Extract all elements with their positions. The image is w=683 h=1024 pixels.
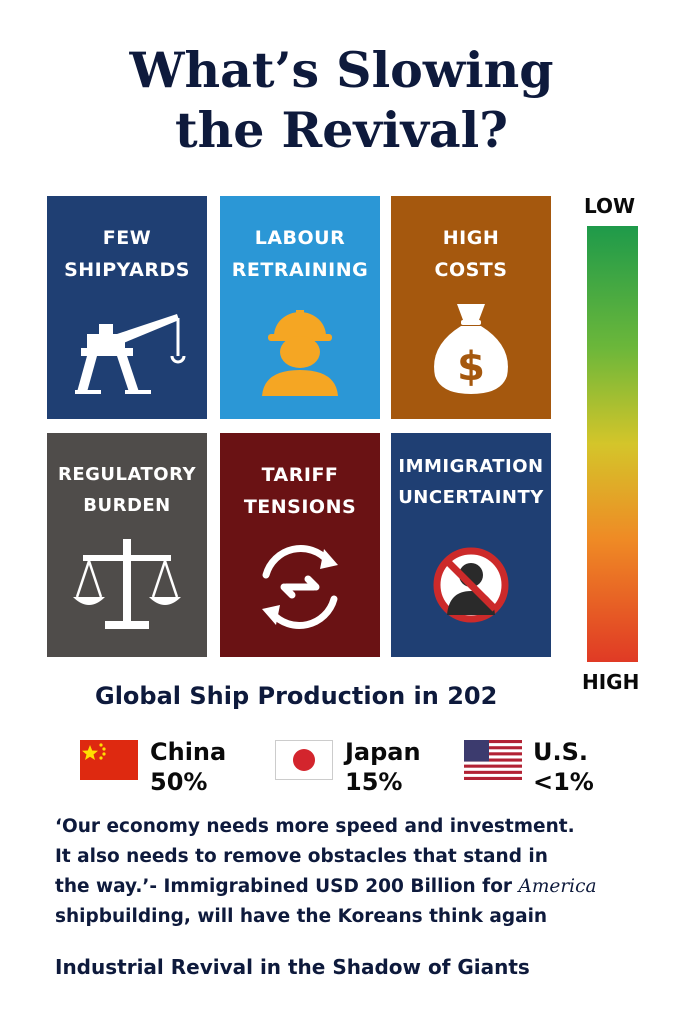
tile-label-line2: BURDEN — [83, 495, 171, 516]
worker-icon — [262, 310, 338, 396]
country-japan: Japan 15% — [345, 737, 421, 797]
production-heading: Global Ship Production in 202 — [95, 682, 498, 710]
country-share: 50% — [150, 768, 208, 796]
tile-high-costs: HIGH COSTS $ — [391, 196, 551, 419]
tile-label-line1: REGULATORY — [57, 464, 197, 485]
tile-regulatory-burden: REGULATORY BURDEN — [47, 433, 207, 657]
tile-few-shipyards: FEW SHIPYARDS — [47, 196, 207, 419]
severity-gradient-bar — [587, 226, 638, 662]
tile-immigration-uncertainty: IMMIGRATION UNCERTAINTY — [391, 433, 551, 657]
title-line-1: What’s Slowing — [129, 41, 554, 99]
page-title: What’s Slowing the Revival? — [0, 40, 683, 160]
country-share: 15% — [345, 768, 403, 796]
tile-label-line2: UNCERTAINTY — [398, 487, 544, 508]
tile-label-line1: IMMIGRATION — [398, 456, 544, 477]
svg-text:$: $ — [457, 344, 485, 390]
tile-label-line2: COSTS — [434, 259, 508, 281]
country-name: U.S. — [533, 738, 589, 766]
footer-caption: Industrial Revival in the Shadow of Gian… — [55, 955, 530, 979]
tile-label-line1: FEW — [102, 227, 152, 249]
scales-icon — [73, 539, 181, 629]
title-line-2: the Revival? — [174, 101, 509, 159]
quote-text: ‘Our economy needs more speed and invest… — [55, 812, 655, 932]
no-person-icon — [433, 547, 509, 623]
country-name: China — [150, 738, 227, 766]
tile-tariff-tensions: TARIFF TENSIONS — [220, 433, 380, 657]
money-bag-icon: $ — [434, 304, 508, 394]
japan-flag — [275, 740, 333, 780]
tile-label-line2: SHIPYARDS — [64, 259, 190, 281]
exchange-icon — [262, 545, 338, 629]
quote-america: America — [518, 876, 597, 897]
country-china: China 50% — [150, 737, 226, 797]
crane-icon — [75, 314, 186, 394]
country-name: Japan — [345, 738, 421, 766]
quote-line-3: the way.’- Immigrabined USD 200 Billion … — [55, 876, 597, 897]
tile-label-line2: RETRAINING — [231, 259, 369, 281]
quote-line-1: ‘Our economy needs more speed and invest… — [55, 816, 575, 837]
tile-labour-retraining: LABOUR RETRAINING — [220, 196, 380, 419]
tile-label-line1: LABOUR — [254, 227, 346, 249]
scale-high-label: HIGH — [582, 670, 640, 694]
quote-line-4: shipbuilding, will have the Koreans thin… — [55, 906, 548, 927]
tile-label-line1: TARIFF — [261, 464, 339, 486]
quote-line-2: It also needs to remove obstacles that s… — [55, 846, 548, 867]
tile-label-line2: TENSIONS — [243, 496, 357, 518]
tile-label-line1: HIGH — [442, 227, 500, 249]
scale-low-label: LOW — [584, 194, 636, 218]
country-us: U.S. <1% — [533, 737, 594, 797]
country-share: <1% — [533, 768, 594, 796]
us-flag — [464, 740, 522, 780]
china-flag — [80, 740, 138, 780]
